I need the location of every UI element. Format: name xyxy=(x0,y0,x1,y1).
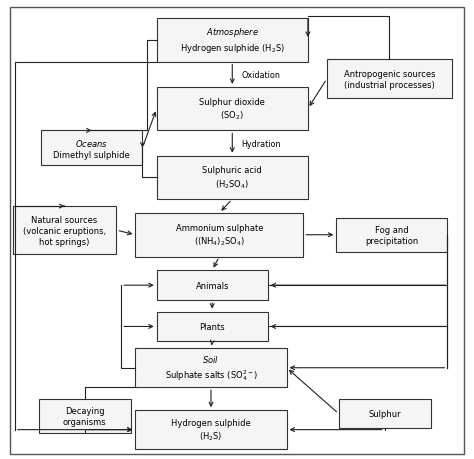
FancyBboxPatch shape xyxy=(156,156,308,200)
FancyBboxPatch shape xyxy=(336,218,447,252)
Text: Animals: Animals xyxy=(195,281,229,290)
FancyBboxPatch shape xyxy=(338,399,431,429)
Text: Ammonium sulphate
((NH$_4$)$_2$SO$_4$): Ammonium sulphate ((NH$_4$)$_2$SO$_4$) xyxy=(175,223,263,247)
Text: $\it{Soil}$
Sulphate salts (SO$_4^{2-}$): $\it{Soil}$ Sulphate salts (SO$_4^{2-}$) xyxy=(164,353,257,382)
FancyBboxPatch shape xyxy=(136,213,303,257)
Text: $\it{Atmosphere}$
Hydrogen sulphide (H$_2$S): $\it{Atmosphere}$ Hydrogen sulphide (H$_… xyxy=(180,27,285,55)
Text: Oxidation: Oxidation xyxy=(242,71,281,79)
FancyBboxPatch shape xyxy=(12,207,117,255)
Text: $\it{Oceans}$
Dimethyl sulphide: $\it{Oceans}$ Dimethyl sulphide xyxy=(53,137,130,159)
Text: Decaying
organisms: Decaying organisms xyxy=(63,406,106,426)
Text: Sulphuric acid
(H$_2$SO$_4$): Sulphuric acid (H$_2$SO$_4$) xyxy=(202,166,262,190)
FancyBboxPatch shape xyxy=(136,410,287,449)
FancyBboxPatch shape xyxy=(136,348,287,387)
FancyBboxPatch shape xyxy=(156,88,308,131)
Text: Fog and
precipitation: Fog and precipitation xyxy=(365,225,419,245)
FancyBboxPatch shape xyxy=(41,131,143,165)
Text: Hydrogen sulphide
(H$_2$S): Hydrogen sulphide (H$_2$S) xyxy=(171,418,251,442)
FancyBboxPatch shape xyxy=(38,399,131,433)
FancyBboxPatch shape xyxy=(156,271,268,301)
Text: Sulphur: Sulphur xyxy=(368,409,401,418)
FancyBboxPatch shape xyxy=(327,60,452,99)
Text: Natural sources
(volcanic eruptions,
hot springs): Natural sources (volcanic eruptions, hot… xyxy=(23,215,106,246)
Text: Hydration: Hydration xyxy=(242,139,281,148)
FancyBboxPatch shape xyxy=(156,19,308,62)
FancyBboxPatch shape xyxy=(156,312,268,341)
Text: Plants: Plants xyxy=(200,322,225,331)
FancyBboxPatch shape xyxy=(10,7,464,454)
Text: Antropogenic sources
(industrial processes): Antropogenic sources (industrial process… xyxy=(344,70,435,90)
Text: Sulphur dioxide
(SO$_2$): Sulphur dioxide (SO$_2$) xyxy=(200,97,265,122)
